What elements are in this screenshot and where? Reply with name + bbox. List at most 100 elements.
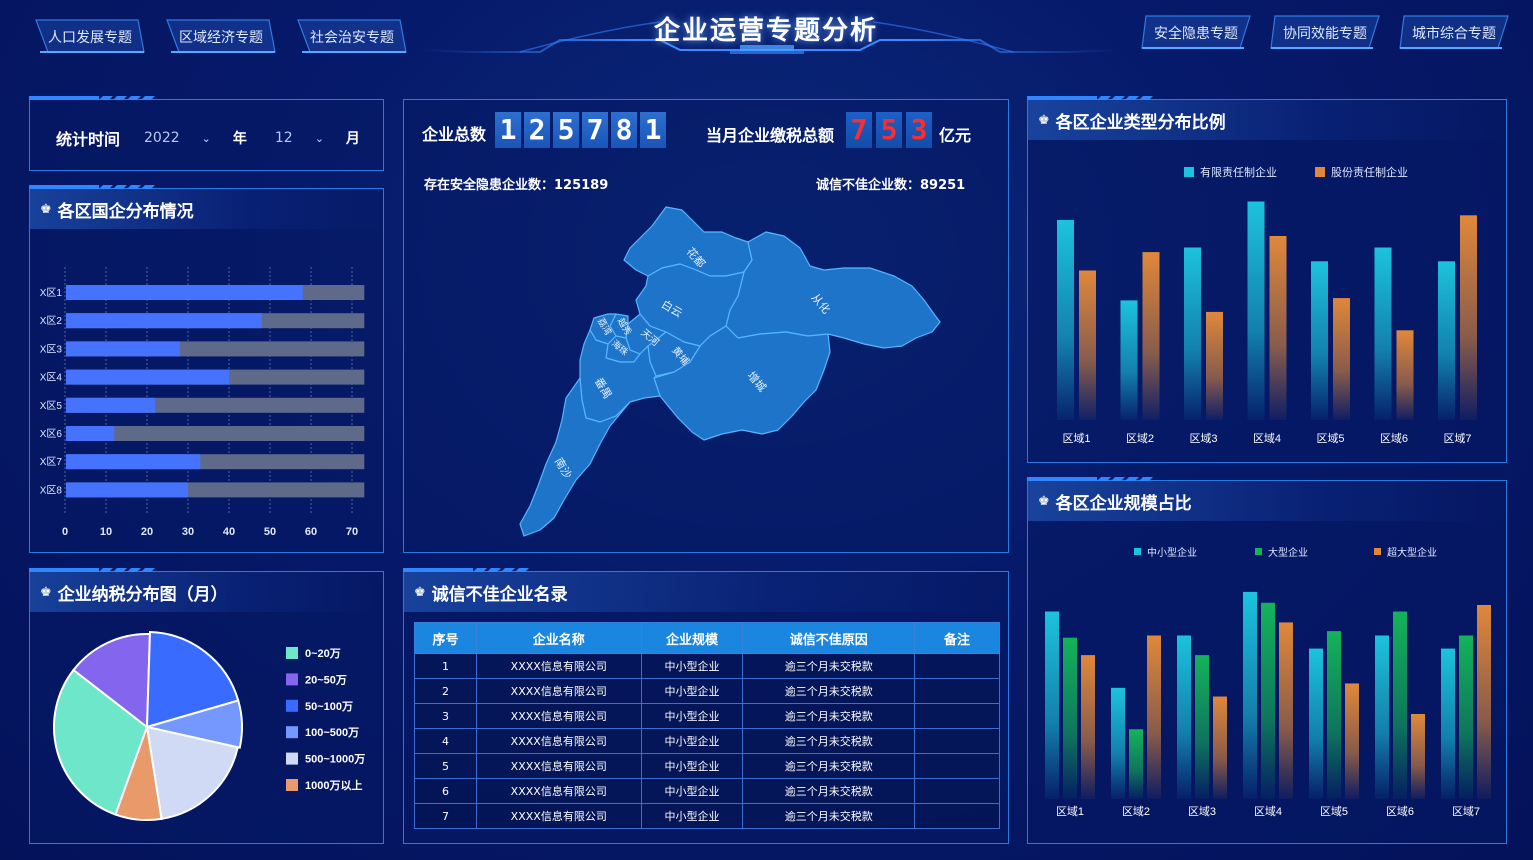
table-cell bbox=[914, 728, 1000, 754]
bar bbox=[1309, 648, 1323, 799]
category-label: X区7 bbox=[40, 456, 63, 468]
total-digit: 1 bbox=[640, 112, 666, 148]
x-tick-label: 10 bbox=[100, 526, 112, 538]
table-cell: 中小型企业 bbox=[640, 728, 744, 754]
legend-item: 股份责任制企业 bbox=[1315, 164, 1408, 180]
bar-value bbox=[66, 369, 229, 385]
legend-swatch bbox=[286, 673, 298, 686]
legend-item: 大型企业 bbox=[1255, 544, 1308, 559]
x-tick-label: 0 bbox=[62, 526, 68, 538]
panel-title: 各区企业类型分布比例 bbox=[1055, 112, 1226, 133]
legend-swatch bbox=[1184, 167, 1194, 177]
bar bbox=[1079, 270, 1096, 420]
legend-label: 1000万以上 bbox=[305, 778, 362, 792]
x-tick-label: 30 bbox=[182, 526, 194, 538]
category-label: X区6 bbox=[40, 428, 63, 440]
tab-frame bbox=[35, 19, 145, 53]
tab-economy[interactable]: 区域经济专题 bbox=[165, 18, 277, 54]
legend-swatch bbox=[1134, 548, 1141, 555]
table-row[interactable]: 4 XXXX信息有限公司 中小型企业 逾三个月未交税款 bbox=[414, 728, 1000, 754]
users-icon: ♚ bbox=[1038, 493, 1050, 509]
tax-digit: 5 bbox=[876, 112, 902, 148]
table-cell: 6 bbox=[414, 778, 477, 804]
table-cell: 逾三个月未交税款 bbox=[742, 803, 916, 829]
bar bbox=[1477, 604, 1491, 799]
table-row[interactable]: 7 XXXX信息有限公司 中小型企业 逾三个月未交税款 bbox=[414, 803, 1000, 829]
month-select[interactable]: 12 ⌄ bbox=[275, 130, 324, 146]
table-cell: 5 bbox=[414, 753, 477, 779]
time-label: 统计时间 bbox=[56, 130, 121, 149]
bar bbox=[1375, 635, 1389, 799]
table-row[interactable]: 2 XXXX信息有限公司 中小型企业 逾三个月未交税款 bbox=[414, 678, 1000, 704]
tab-frame bbox=[297, 19, 407, 53]
bar bbox=[1120, 300, 1138, 420]
tab-synergy[interactable]: 协同效能专题 bbox=[1269, 14, 1381, 50]
panel-title: 诚信不佳企业名录 bbox=[431, 584, 568, 605]
map-region-nansha[interactable] bbox=[519, 377, 631, 537]
table-cell: 3 bbox=[414, 703, 477, 729]
table-cell: 4 bbox=[414, 728, 477, 754]
legend-label: 50~100万 bbox=[305, 700, 353, 713]
legend-swatch bbox=[1315, 167, 1325, 177]
legend-label: 有限责任制企业 bbox=[1200, 166, 1277, 179]
legend-label: 20~50万 bbox=[305, 673, 347, 686]
header: 企业运营专题分析 人口发展专题 区域经济专题 社会治安专题 安全隐患专题 协同效… bbox=[0, 0, 1533, 60]
total-label: 企业总数 bbox=[422, 125, 487, 144]
year-select[interactable]: 2022 ⌄ bbox=[144, 130, 211, 146]
bar bbox=[1460, 215, 1477, 420]
header-frame bbox=[419, 21, 1121, 54]
legend-label: 500~1000万 bbox=[305, 753, 365, 766]
time-panel: 统计时间 2022 ⌄ 年 12 ⌄ 月 bbox=[29, 96, 384, 171]
panel-header: ♚ 各区企业类型分布比例 bbox=[1028, 100, 1506, 140]
category-label: 区域5 bbox=[1316, 432, 1344, 445]
map-region-conghua[interactable] bbox=[725, 231, 941, 349]
month-unit: 月 bbox=[345, 131, 360, 147]
bar bbox=[1111, 687, 1125, 799]
category-label: X区2 bbox=[40, 315, 63, 327]
bar-value bbox=[66, 313, 262, 329]
bar bbox=[1438, 261, 1455, 420]
table-cell: 中小型企业 bbox=[640, 653, 744, 679]
table-cell: 中小型企业 bbox=[640, 678, 744, 704]
table-row[interactable]: 1 XXXX信息有限公司 中小型企业 逾三个月未交税款 bbox=[414, 653, 1000, 679]
table-row[interactable]: 5 XXXX信息有限公司 中小型企业 逾三个月未交税款 bbox=[414, 753, 1000, 779]
category-label: X区8 bbox=[40, 484, 63, 496]
table-cell: XXXX信息有限公司 bbox=[475, 703, 642, 729]
tab-city[interactable]: 城市综合专题 bbox=[1398, 14, 1510, 50]
legend-swatch bbox=[286, 779, 298, 791]
legend-label: 大型企业 bbox=[1268, 548, 1308, 559]
bar bbox=[1327, 631, 1341, 799]
pie-slice bbox=[145, 725, 239, 820]
column-header: 序号 bbox=[414, 622, 477, 654]
tab-security[interactable]: 社会治安专题 bbox=[296, 18, 408, 54]
page-title: 企业运营专题分析 bbox=[653, 16, 878, 46]
table-cell: XXXX信息有限公司 bbox=[475, 653, 642, 679]
tab-population[interactable]: 人口发展专题 bbox=[34, 18, 146, 54]
legend-swatch bbox=[1255, 548, 1262, 555]
tax-pie-chart: 0~20万 20~50万 50~100万 100~500万 500~1000万 1000万… bbox=[53, 631, 365, 821]
table-cell: XXXX信息有限公司 bbox=[475, 778, 642, 804]
x-tick-label: 50 bbox=[264, 526, 276, 538]
legend-swatch bbox=[286, 726, 298, 739]
legend-swatch bbox=[286, 647, 298, 659]
total-digit: 2 bbox=[524, 112, 550, 148]
legend-label: 100~500万 bbox=[305, 726, 359, 739]
bar bbox=[1045, 611, 1059, 799]
tab-hazard[interactable]: 安全隐患专题 bbox=[1140, 14, 1252, 50]
table-cell bbox=[914, 678, 1000, 704]
type-dist-panel: ♚ 各区企业类型分布比例 有限责任制企业 股份责任制企业 区域1 区域2 区域3 区域… bbox=[1027, 96, 1507, 463]
table-body: 1 XXXX信息有限公司 中小型企业 逾三个月未交税款 2 XXXX信息有限公司 中小型企业… bbox=[414, 653, 1000, 829]
total-digit: 5 bbox=[553, 112, 579, 148]
category-label: 区域2 bbox=[1122, 805, 1150, 818]
table-cell: XXXX信息有限公司 bbox=[475, 753, 642, 779]
bar bbox=[1081, 655, 1095, 799]
bar-background bbox=[66, 426, 365, 441]
tab-frame bbox=[166, 19, 276, 53]
table-row[interactable]: 6 XXXX信息有限公司 中小型企业 逾三个月未交税款 bbox=[414, 778, 1000, 804]
bar bbox=[1345, 683, 1359, 799]
table-row[interactable]: 3 XXXX信息有限公司 中小型企业 逾三个月未交税款 bbox=[414, 703, 1000, 729]
legend-label: 股份责任制企业 bbox=[1331, 166, 1408, 179]
panel-corner-deco bbox=[1027, 96, 1153, 100]
map-region-huadu[interactable] bbox=[623, 206, 753, 277]
tax-pie-panel: ♚ 企业纳税分布图（月） 0~20万 20~50万 50~100万 100~500万 5… bbox=[29, 568, 384, 844]
